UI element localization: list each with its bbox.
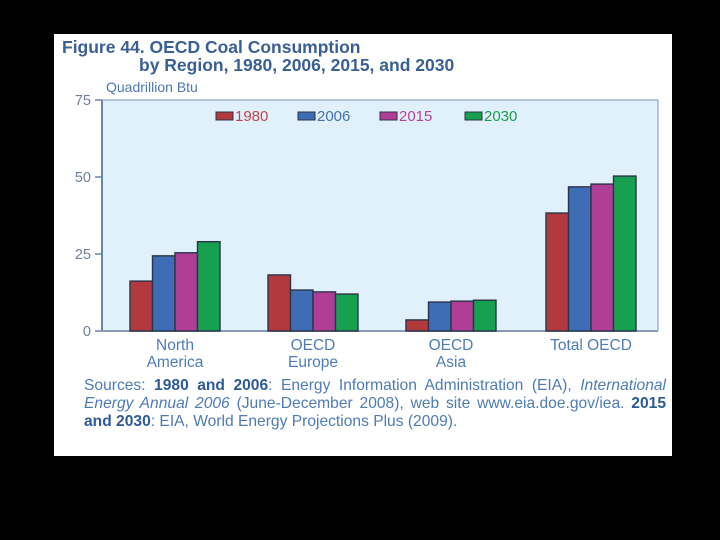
x-category-label: OECD (429, 337, 474, 354)
bar-2030-3 (612, 175, 637, 332)
bar-1980-1 (267, 274, 292, 332)
sources-note: Sources: 1980 and 2006: Energy Informati… (54, 377, 666, 431)
x-category-label: Total OECD (550, 337, 632, 354)
sources-text-1: : Energy Information Administration (EIA… (268, 377, 581, 394)
sources-text-2: (June-December 2008), web site www.eia.d… (229, 395, 632, 412)
bar-2015-3 (590, 183, 615, 332)
legend-label-1980: 1980 (235, 108, 268, 125)
bar-1980-0 (129, 280, 154, 332)
figure: Figure 44. OECD Coal Consumption by Regi… (54, 34, 672, 456)
bar-2030-1 (334, 293, 359, 332)
bar-2015-2 (450, 300, 475, 332)
figure-title-line2: by Region, 1980, 2006, 2015, and 2030 (139, 55, 455, 75)
y-axis-unit-label: Quadrillion Btu (106, 79, 198, 95)
bar-2030-2 (472, 299, 497, 332)
bar-2006-0 (151, 255, 176, 332)
bar-chart: 0255075NorthAmericaOECDEuropeOECDAsiaTot… (75, 93, 659, 371)
sources-text-3: : EIA, World Energy Projections Plus (20… (150, 413, 458, 430)
legend-swatch-2015 (379, 111, 398, 121)
legend-label-2030: 2030 (484, 108, 517, 125)
bar-1980-2 (405, 319, 430, 332)
legend-label-2006: 2006 (317, 108, 350, 125)
x-category-label: Asia (436, 354, 467, 371)
sources-years-1: 1980 and 2006 (154, 377, 269, 394)
bar-2006-3 (567, 186, 592, 332)
bar-2030-0 (196, 240, 221, 332)
sources-years-2: 2015 and 2030 (84, 395, 666, 430)
bar-2015-0 (174, 252, 199, 332)
legend-swatch-1980 (215, 111, 234, 121)
legend-swatch-2006 (297, 111, 316, 121)
bar-2006-2 (427, 301, 452, 332)
x-category-label: North (156, 337, 194, 354)
sources-text: Sources: 1980 and 2006: Energy Informati… (54, 377, 666, 431)
y-tick-label: 50 (75, 170, 91, 186)
y-tick-label: 0 (83, 324, 91, 340)
bar-2006-1 (289, 289, 314, 332)
bar-2015-1 (312, 291, 337, 332)
legend-label-2015: 2015 (399, 108, 432, 125)
legend-swatch-2030 (464, 111, 483, 121)
figure-title-line1: Figure 44. OECD Coal Consumption (62, 37, 361, 57)
sources-publication: International Energy Annual 2006 (84, 377, 667, 412)
y-tick-label: 25 (75, 247, 91, 263)
x-category-label: Europe (288, 354, 338, 371)
bar-1980-3 (545, 212, 570, 332)
x-category-label: OECD (291, 337, 336, 354)
y-tick-label: 75 (75, 93, 91, 109)
sources-prefix: Sources: (84, 377, 155, 394)
x-category-label: America (147, 354, 204, 371)
